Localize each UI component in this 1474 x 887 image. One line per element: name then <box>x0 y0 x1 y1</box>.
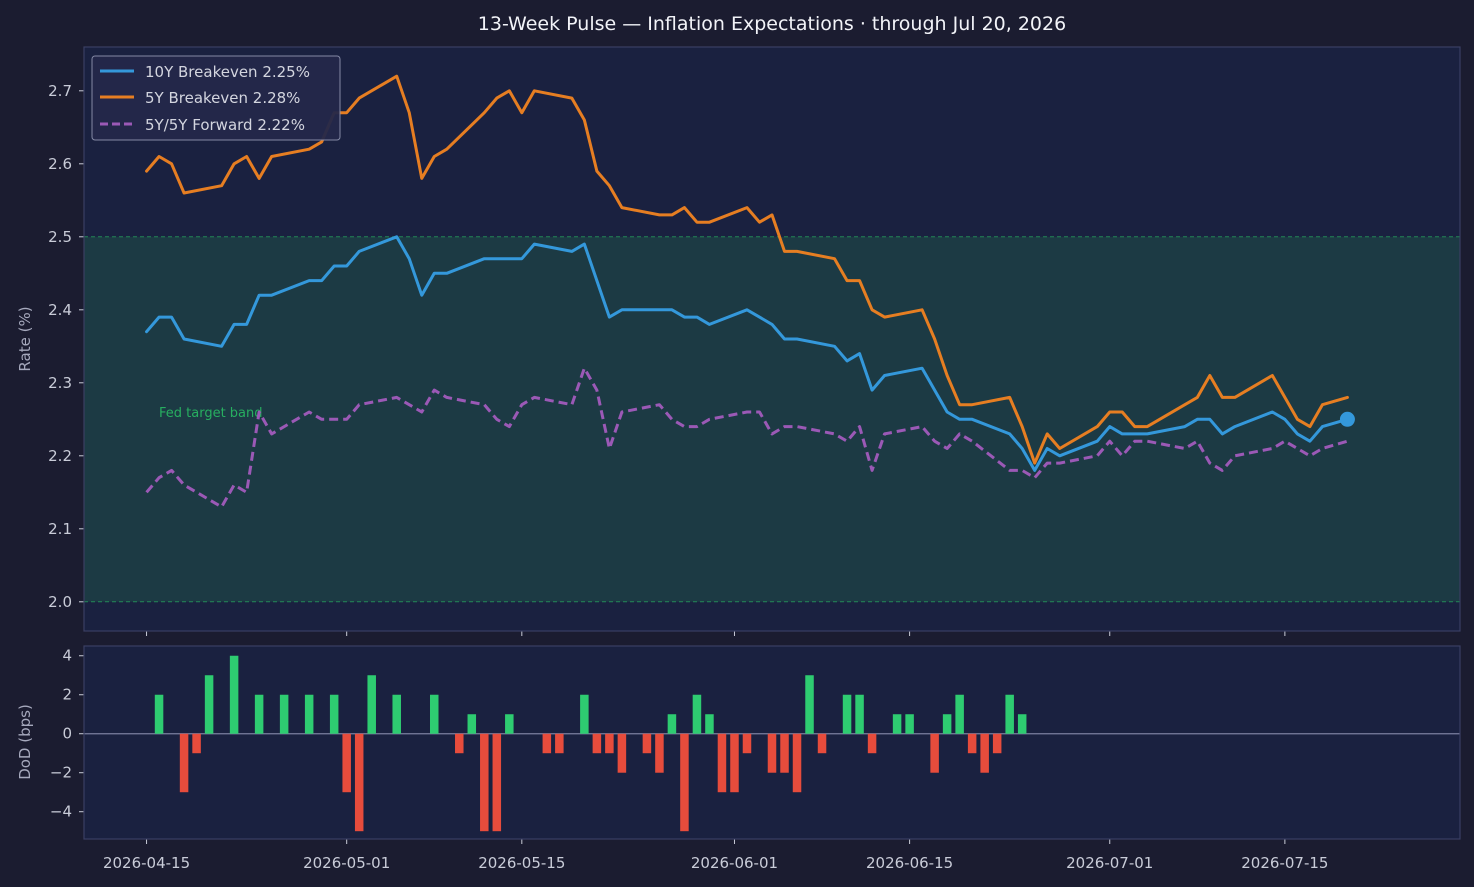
dod-bar <box>642 733 652 754</box>
lower-y-tick-label: 0 <box>62 725 72 743</box>
target-band <box>84 236 1460 602</box>
dod-bar <box>817 733 827 754</box>
dod-bar <box>354 733 364 832</box>
dod-bar <box>492 733 502 832</box>
x-tick-label: 2026-05-15 <box>478 854 565 872</box>
dod-bar <box>254 694 264 734</box>
dod-bar <box>692 694 702 734</box>
lower-x-ticks: 2026-04-15 2026-05-01 2026-05-15 2026-06-01… <box>103 839 1328 872</box>
dod-bar <box>367 675 376 734</box>
bars-layer <box>154 655 1027 832</box>
legend-box <box>91 55 341 141</box>
dod-bar <box>992 733 1002 754</box>
dod-bar <box>655 733 664 773</box>
x-tick-label: 2026-06-01 <box>691 854 778 872</box>
dod-bar <box>842 694 852 734</box>
dod-bar <box>154 694 164 734</box>
main-y-tick-label: 2.7 <box>48 82 72 100</box>
dod-bar <box>430 694 439 734</box>
chart-title: 13-Week Pulse — Inflation Expectations ·… <box>478 13 1066 35</box>
dod-bar <box>742 733 752 754</box>
lower-y-tick-label: −4 <box>50 803 72 821</box>
dod-bar <box>505 714 514 734</box>
dod-bar <box>805 675 814 734</box>
x-tick-label: 2026-04-15 <box>103 854 190 872</box>
dod-bar <box>605 733 614 754</box>
dod-bar <box>967 733 977 754</box>
lower-y-tick-label: 4 <box>62 647 72 665</box>
dod-bar <box>392 694 401 734</box>
main-x-ticks <box>146 631 1286 636</box>
legend-label-5y5y: 5Y/5Y Forward 2.22% <box>145 116 305 134</box>
dod-bar <box>955 694 964 734</box>
dod-bar <box>780 733 789 773</box>
main-y-axis-label: Rate (%) <box>16 306 34 371</box>
dod-bar <box>1017 714 1027 734</box>
x-tick-label: 2026-05-01 <box>303 854 390 872</box>
dod-bar <box>730 733 739 793</box>
dod-bar <box>717 733 727 793</box>
lower-y-ticks: −4 −2 0 2 4 <box>50 647 84 821</box>
dod-bar <box>592 733 602 754</box>
dod-bar <box>930 733 939 773</box>
dod-bar <box>204 675 214 734</box>
dod-bar <box>705 714 714 734</box>
lower-plot-frame <box>83 645 1461 840</box>
main-y-tick-label: 2.3 <box>48 374 72 392</box>
dod-bar <box>905 714 914 734</box>
lower-y-axis-label: DoD (bps) <box>16 704 34 780</box>
series-line-5y5y-forward <box>145 366 1348 509</box>
dod-bar <box>667 714 677 734</box>
main-panel: Fed target band 2.0 2.1 2.2 2.3 2.4 2.5 2.6 2.7… <box>16 46 1461 636</box>
legend: 10Y Breakeven 2.25% 5Y Breakeven 2.28% 5… <box>91 55 341 141</box>
dod-bar <box>867 733 877 754</box>
dod-bar <box>480 733 489 832</box>
dod-bar <box>980 733 989 773</box>
dod-bar <box>455 733 464 754</box>
main-y-tick-label: 2.4 <box>48 301 72 319</box>
dod-bar <box>555 733 564 754</box>
main-y-tick-label: 2.1 <box>48 520 72 538</box>
dod-bar <box>580 694 589 734</box>
dod-bar <box>467 714 477 734</box>
dod-bar <box>792 733 802 793</box>
main-y-tick-label: 2.6 <box>48 155 72 173</box>
dod-bar <box>680 733 689 832</box>
dod-bar <box>179 733 189 793</box>
lower-y-tick-label: −2 <box>50 764 72 782</box>
dod-bar <box>279 694 289 734</box>
dod-bar <box>617 733 627 773</box>
dod-bar <box>942 714 952 734</box>
main-y-tick-label: 2.5 <box>48 228 72 246</box>
x-tick-label: 2026-07-01 <box>1066 854 1153 872</box>
target-band-label: Fed target band <box>159 406 263 421</box>
main-y-tick-label: 2.0 <box>48 593 72 611</box>
dod-bar <box>229 655 239 734</box>
main-y-tick-label: 2.2 <box>48 447 72 465</box>
dod-bar <box>192 733 201 754</box>
lower-y-tick-label: 2 <box>62 686 72 704</box>
legend-label-5y: 5Y Breakeven 2.28% <box>145 89 300 107</box>
dod-bar <box>342 733 351 793</box>
x-tick-label: 2026-07-15 <box>1241 854 1328 872</box>
x-tick-label: 2026-06-15 <box>866 854 953 872</box>
main-plot-frame <box>83 46 1461 632</box>
dod-bar <box>304 694 314 734</box>
dod-bar <box>1005 694 1014 734</box>
main-y-ticks: 2.0 2.1 2.2 2.3 2.4 2.5 2.6 2.7 <box>48 82 84 611</box>
series-line-10y-breakeven <box>145 235 1349 472</box>
legend-label-10y: 10Y Breakeven 2.25% <box>145 63 310 81</box>
dod-bar <box>542 733 552 754</box>
dod-bar <box>329 694 339 734</box>
dod-bar <box>855 694 864 734</box>
dod-bar <box>767 733 777 773</box>
series-end-marker-10y-breakeven <box>1339 411 1355 427</box>
dod-bar <box>892 714 902 734</box>
